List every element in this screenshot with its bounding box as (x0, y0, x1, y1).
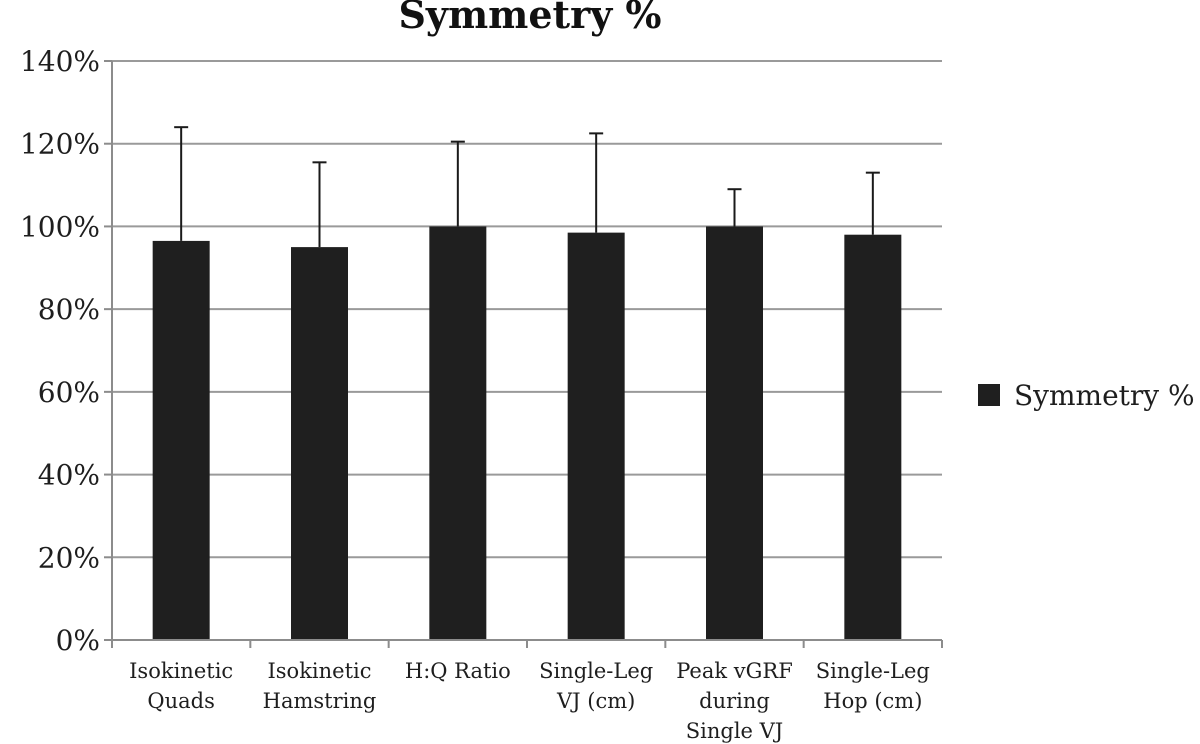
bar (844, 234, 902, 640)
bar (429, 226, 487, 640)
bar (291, 247, 348, 640)
legend: Symmetry % (978, 379, 1195, 412)
bar (152, 240, 210, 640)
y-tick-label: 0% (56, 624, 100, 657)
y-tick-label: 120% (20, 128, 100, 161)
category-label: Isokinetic Quads (129, 659, 233, 713)
legend-label: Symmetry % (1014, 379, 1195, 412)
error-bars (174, 126, 880, 248)
category-label: Single-Leg Hop (cm) (816, 659, 930, 713)
bar (706, 226, 763, 640)
category-label: Isokinetic Hamstring (263, 659, 377, 713)
bar (567, 232, 625, 640)
axes (111, 61, 943, 648)
y-tick-label: 80% (38, 293, 100, 326)
category-label: Single-Leg VJ (cm) (539, 659, 653, 713)
y-tick-label: 60% (38, 376, 100, 409)
legend-swatch (978, 384, 1000, 406)
chart-title: Symmetry % (398, 0, 661, 37)
category-labels: Isokinetic Quads Isokinetic Hamstring H:Q Ra… (129, 659, 930, 743)
y-tick-label: 40% (38, 459, 100, 492)
gridlines (112, 60, 942, 641)
y-axis-ticks: 0% 20% 40% 60% 80% 100% 120% 140% (20, 45, 112, 657)
category-label: Peak vGRF during Single VJ (676, 659, 793, 743)
bars (152, 226, 902, 640)
y-tick-label: 100% (20, 210, 100, 243)
y-tick-label: 140% (20, 45, 100, 78)
category-label: H:Q Ratio (405, 659, 511, 683)
y-tick-label: 20% (38, 541, 100, 574)
